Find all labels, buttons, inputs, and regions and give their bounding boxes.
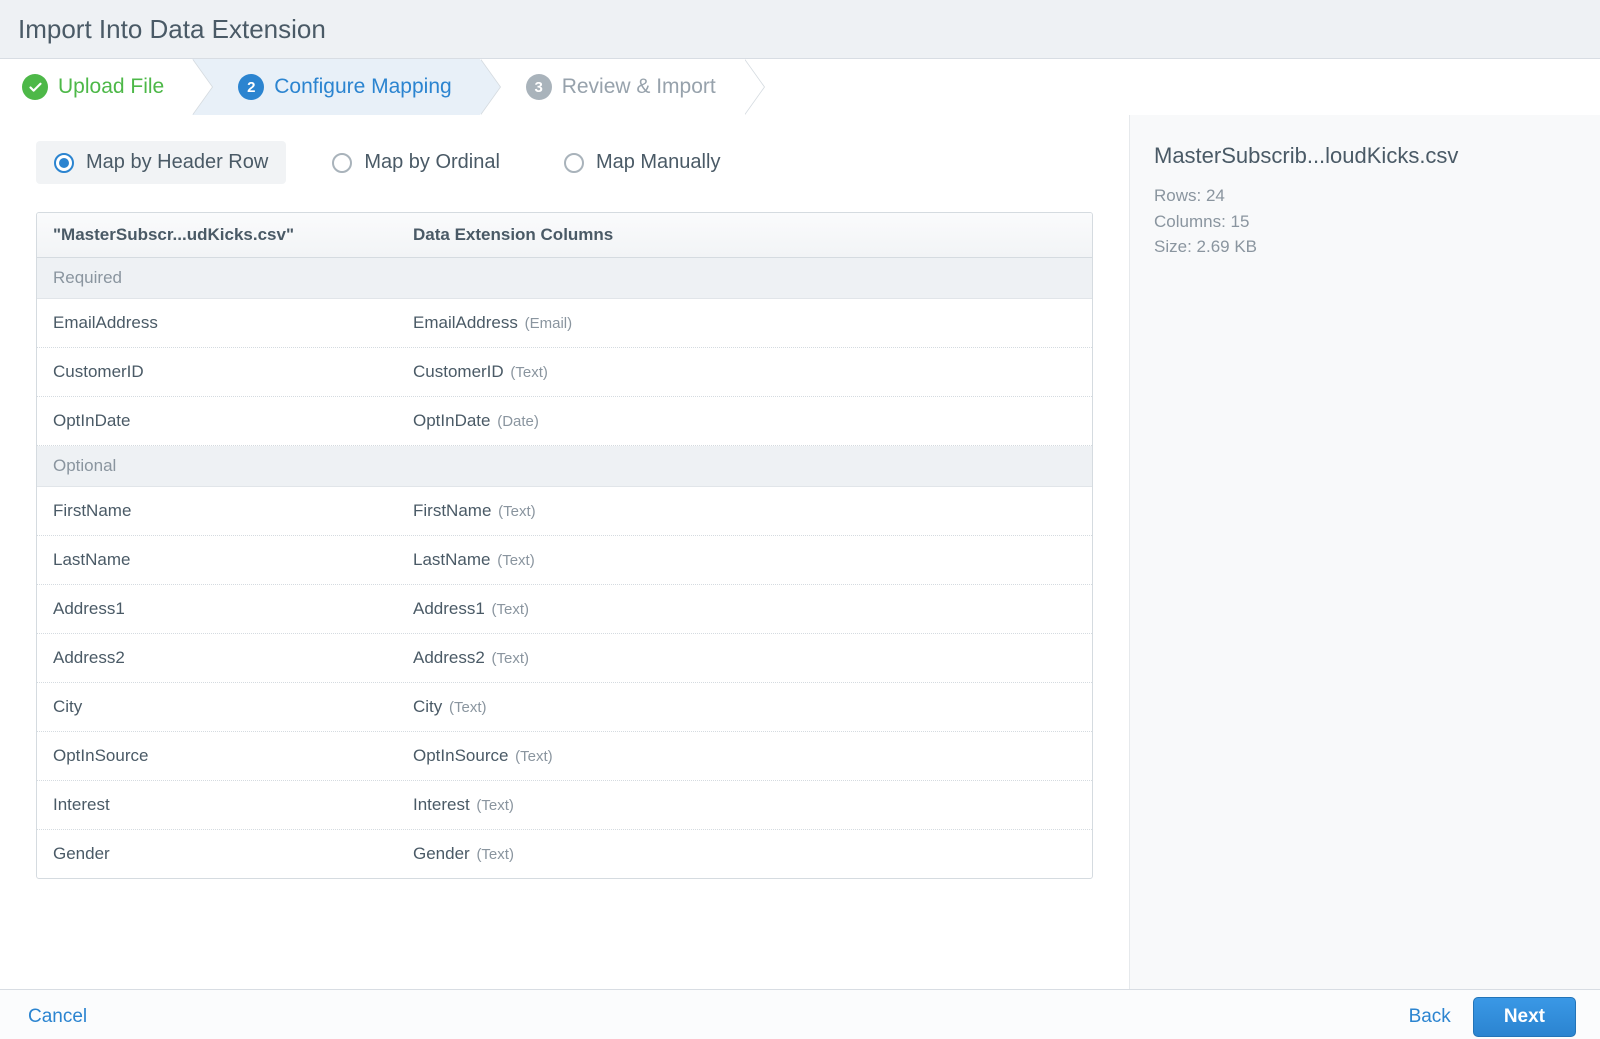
source-field: OptInSource	[53, 746, 413, 766]
mapping-method-option[interactable]: Map by Header Row	[36, 141, 286, 184]
wizard-step-label: Configure Mapping	[274, 75, 451, 99]
dest-type: (Text)	[476, 797, 514, 814]
mapping-row[interactable]: LastNameLastName (Text)	[37, 536, 1092, 585]
dest-field: FirstName (Text)	[413, 501, 536, 521]
dest-type: (Text)	[497, 552, 535, 569]
dest-type: (Text)	[476, 846, 514, 863]
mapping-method-row: Map by Header Row Map by Ordinal Map Manua…	[0, 115, 1129, 210]
title-bar: Import Into Data Extension	[0, 0, 1600, 59]
radio-icon	[564, 153, 584, 173]
cols-value: 15	[1231, 212, 1250, 231]
mapping-method-option[interactable]: Map by Ordinal	[314, 141, 518, 184]
dest-field: Address1 (Text)	[413, 599, 529, 619]
file-meta: Rows: 24 Columns: 15 Size: 2.69 KB	[1154, 183, 1580, 260]
dest-field: EmailAddress (Email)	[413, 313, 572, 333]
mapping-row[interactable]: InterestInterest (Text)	[37, 781, 1092, 830]
source-field: Address1	[53, 599, 413, 619]
dest-field: Interest (Text)	[413, 795, 514, 815]
mapping-row[interactable]: OptInSourceOptInSource (Text)	[37, 732, 1092, 781]
mapping-table-header: "MasterSubscr...udKicks.csv" Data Extens…	[37, 213, 1092, 258]
cols-label: Columns:	[1154, 212, 1226, 231]
dest-field: OptInDate (Date)	[413, 411, 539, 431]
mapping-method-option[interactable]: Map Manually	[546, 141, 739, 184]
check-icon	[22, 74, 48, 100]
mapping-row[interactable]: Address2Address2 (Text)	[37, 634, 1092, 683]
dest-type: (Text)	[492, 601, 530, 618]
wizard-step-1[interactable]: Upload File	[0, 59, 192, 115]
wizard-steps: Upload File 2 Configure Mapping 3 Review & I…	[0, 59, 1600, 115]
mapping-method-label: Map by Header Row	[86, 151, 268, 174]
mapping-row[interactable]: CustomerIDCustomerID (Text)	[37, 348, 1092, 397]
source-field: LastName	[53, 550, 413, 570]
dest-field: CustomerID (Text)	[413, 362, 548, 382]
mapping-row[interactable]: CityCity (Text)	[37, 683, 1092, 732]
body: Map by Header Row Map by Ordinal Map Manua…	[0, 115, 1600, 989]
dest-type: (Text)	[510, 364, 548, 381]
main-column: Map by Header Row Map by Ordinal Map Manua…	[0, 115, 1130, 989]
mapping-row[interactable]: FirstNameFirstName (Text)	[37, 487, 1092, 536]
mapping-row[interactable]: GenderGender (Text)	[37, 830, 1092, 878]
dest-field: OptInSource (Text)	[413, 746, 553, 766]
dest-type: (Date)	[497, 413, 539, 430]
cancel-button[interactable]: Cancel	[24, 1000, 91, 1034]
next-button[interactable]: Next	[1473, 997, 1576, 1037]
rows-value: 24	[1206, 186, 1225, 205]
source-field: Interest	[53, 795, 413, 815]
source-field: City	[53, 697, 413, 717]
dest-field: Gender (Text)	[413, 844, 514, 864]
mapping-row[interactable]: EmailAddressEmailAddress (Email)	[37, 299, 1092, 348]
dest-column-header: Data Extension Columns	[413, 225, 613, 245]
radio-icon	[54, 153, 74, 173]
size-value: 2.69 KB	[1197, 237, 1258, 256]
source-field: OptInDate	[53, 411, 413, 431]
source-column-header: "MasterSubscr...udKicks.csv"	[53, 225, 413, 245]
mapping-section-header: Required	[37, 258, 1092, 299]
source-field: EmailAddress	[53, 313, 413, 333]
footer: Cancel Back Next	[0, 989, 1600, 1039]
rows-label: Rows:	[1154, 186, 1201, 205]
dest-field: LastName (Text)	[413, 550, 535, 570]
dest-type: (Text)	[498, 503, 536, 520]
source-field: Gender	[53, 844, 413, 864]
source-field: FirstName	[53, 501, 413, 521]
file-info-panel: MasterSubscrib...loudKicks.csv Rows: 24 …	[1130, 115, 1600, 989]
step-number-icon: 3	[526, 74, 552, 100]
mapping-table: "MasterSubscr...udKicks.csv" Data Extens…	[36, 212, 1093, 879]
source-field: CustomerID	[53, 362, 413, 382]
dest-type: (Text)	[492, 650, 530, 667]
step-number-icon: 2	[238, 74, 264, 100]
wizard-step-2[interactable]: 2 Configure Mapping	[192, 59, 479, 115]
file-name: MasterSubscrib...loudKicks.csv	[1154, 143, 1580, 169]
size-label: Size:	[1154, 237, 1192, 256]
mapping-section-header: Optional	[37, 446, 1092, 487]
dest-type: (Email)	[525, 315, 573, 332]
wizard-step-3[interactable]: 3 Review & Import	[480, 59, 744, 115]
mapping-row[interactable]: Address1Address1 (Text)	[37, 585, 1092, 634]
dest-type: (Text)	[515, 748, 553, 765]
wizard-step-label: Review & Import	[562, 75, 716, 99]
mapping-method-label: Map by Ordinal	[364, 151, 500, 174]
page-title: Import Into Data Extension	[18, 14, 1582, 45]
dest-field: Address2 (Text)	[413, 648, 529, 668]
mapping-row[interactable]: OptInDateOptInDate (Date)	[37, 397, 1092, 446]
dest-field: City (Text)	[413, 697, 487, 717]
radio-icon	[332, 153, 352, 173]
wizard-step-label: Upload File	[58, 75, 164, 99]
back-button[interactable]: Back	[1405, 1000, 1455, 1034]
dest-type: (Text)	[449, 699, 487, 716]
mapping-method-label: Map Manually	[596, 151, 721, 174]
source-field: Address2	[53, 648, 413, 668]
